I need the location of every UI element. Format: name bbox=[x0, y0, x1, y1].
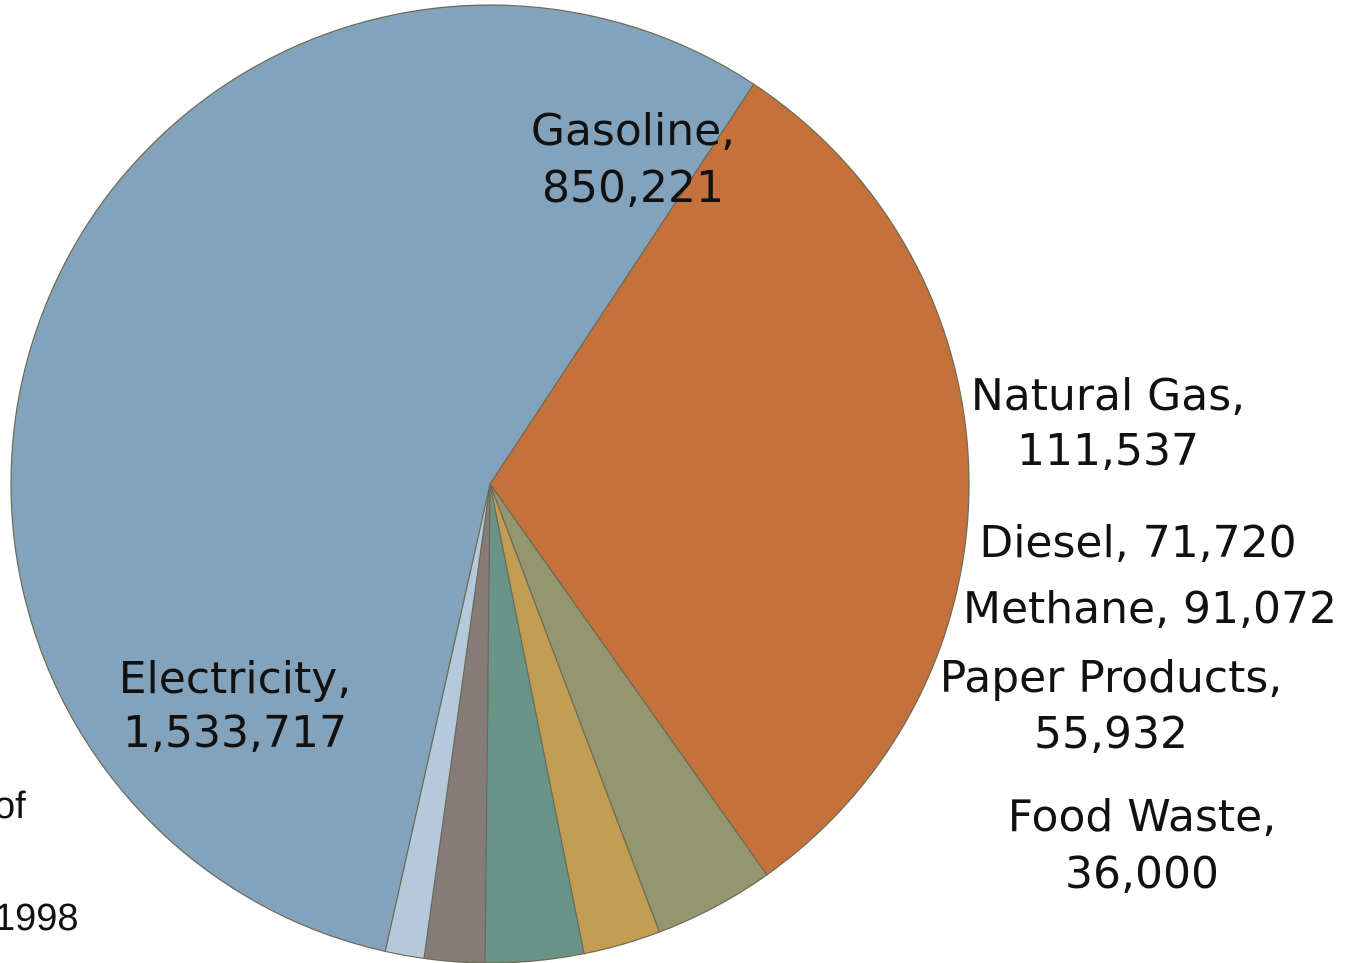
data-label-line: Natural Gas, bbox=[971, 370, 1245, 421]
pie-slice-gasoline bbox=[489, 83, 970, 876]
data-label-line: 1,533,717 bbox=[123, 707, 347, 758]
data-label-line: 55,932 bbox=[1034, 708, 1188, 759]
data-label-line: Food Waste, bbox=[1008, 791, 1276, 842]
data-label-line: 850,221 bbox=[542, 162, 724, 213]
data-label-line: Electricity, bbox=[119, 653, 352, 704]
data-label-paper-products: Paper Products, 55,932 bbox=[940, 652, 1283, 759]
data-label-food-waste: Food Waste, 36,000 bbox=[1008, 791, 1276, 899]
data-label-gasoline: Gasoline, 850,221 bbox=[531, 105, 735, 213]
data-label-diesel: Diesel, 71,720 bbox=[979, 517, 1296, 568]
data-label-electricity: Electricity, 1,533,717 bbox=[119, 653, 352, 758]
cut-off-text-of: of bbox=[0, 785, 26, 827]
data-label-methane: Methane, 91,072 bbox=[963, 583, 1337, 634]
data-label-line: Diesel, 71,720 bbox=[979, 517, 1296, 568]
data-label-line: Gasoline, bbox=[531, 105, 735, 156]
data-label-line: 36,000 bbox=[1065, 848, 1219, 899]
cut-off-text-year: 1998 bbox=[0, 897, 79, 939]
data-label-line: Methane, 91,072 bbox=[963, 583, 1337, 634]
pie-slice-electricity bbox=[10, 4, 755, 953]
data-label-line: Paper Products, bbox=[940, 652, 1283, 703]
data-label-natural-gas: Natural Gas, 111,537 bbox=[971, 370, 1245, 476]
data-label-line: 111,537 bbox=[1017, 425, 1199, 476]
